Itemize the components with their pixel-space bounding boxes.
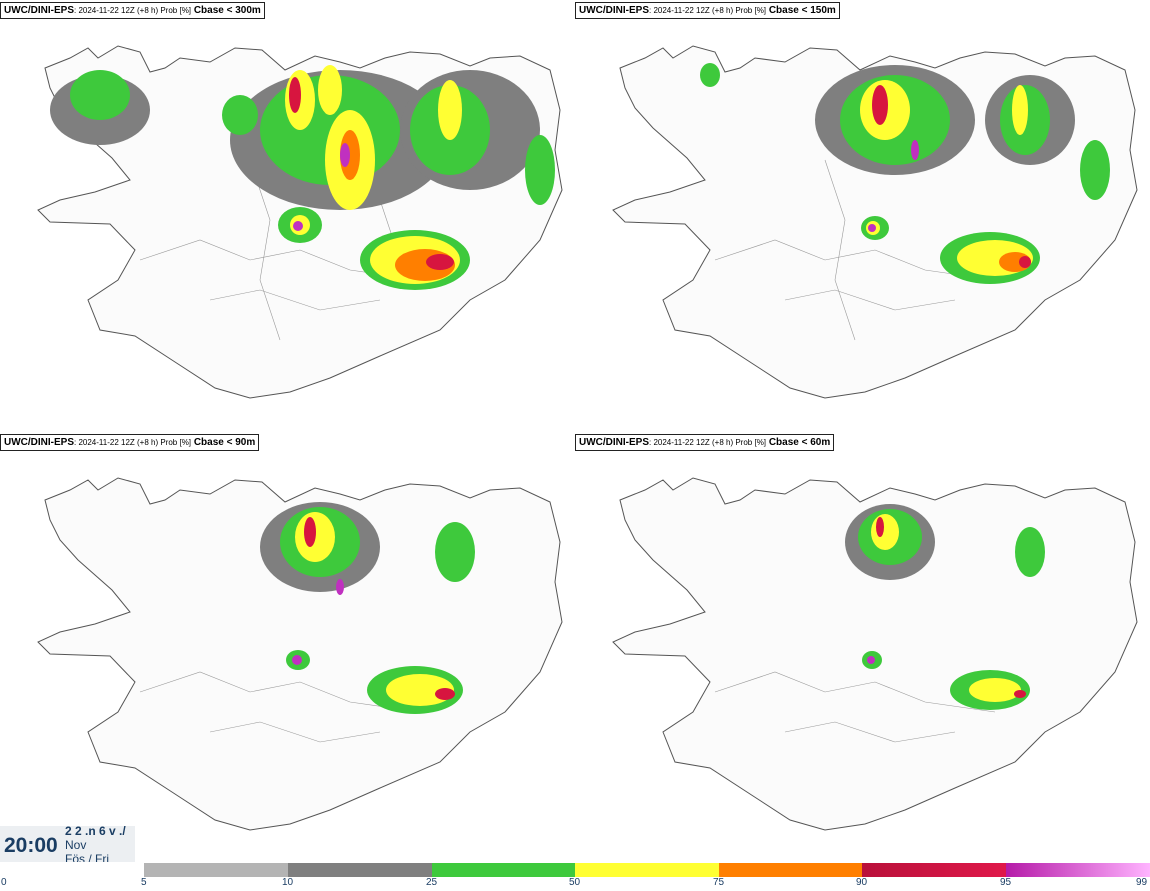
legend-tick: 10 xyxy=(282,877,294,888)
model-name: UWC/DINI-EPS xyxy=(4,5,74,16)
run-info: : 2024-11-22 12Z (+8 h) Prob [%] xyxy=(74,6,192,15)
legend-tick: 25 xyxy=(426,877,438,888)
month-label: Nov xyxy=(65,838,87,852)
model-name: UWC/DINI-EPS xyxy=(579,5,649,16)
legend-band-5-10 xyxy=(144,863,288,877)
threshold-label: Cbase < 150m xyxy=(768,5,836,16)
run-info: : 2024-11-22 12Z (+8 h) Prob [%] xyxy=(649,6,767,15)
legend-tick: 50 xyxy=(569,877,581,888)
iceland-map xyxy=(37,45,563,399)
legend-tick: 99 xyxy=(1136,877,1148,888)
model-name: UWC/DINI-EPS xyxy=(4,437,74,448)
legend-tick: 95 xyxy=(1000,877,1012,888)
legend-band-10-25 xyxy=(288,863,432,877)
panel-title: UWC/DINI-EPS: 2024-11-22 12Z (+8 h) Prob… xyxy=(0,434,260,451)
weekday-label: Fös / Fri xyxy=(65,852,109,862)
threshold-label: Cbase < 90m xyxy=(193,437,256,448)
threshold-label: Cbase < 60m xyxy=(768,437,831,448)
model-name: UWC/DINI-EPS xyxy=(579,437,649,448)
map-panel-90m: UWC/DINI-EPS: 2024-11-22 12Z (+8 h) Prob… xyxy=(0,432,575,862)
iceland-map xyxy=(612,45,1138,399)
date-line: 2 2 .n 6 v ./ xyxy=(65,824,126,838)
legend-tick: 0 xyxy=(1,877,7,888)
panel-title: UWC/DINI-EPS: 2024-11-22 12Z (+8 h) Prob… xyxy=(0,2,265,19)
panel-title: UWC/DINI-EPS: 2024-11-22 12Z (+8 h) Prob… xyxy=(575,2,840,19)
probability-field xyxy=(260,502,475,714)
legend-band-75-90 xyxy=(719,863,862,877)
run-info: : 2024-11-22 12Z (+8 h) Prob [%] xyxy=(74,438,192,447)
threshold-label: Cbase < 300m xyxy=(193,5,261,16)
map-panel-300m: UWC/DINI-EPS: 2024-11-22 12Z (+8 h) Prob… xyxy=(0,0,575,430)
valid-time-box: 20:00 2 2 .n 6 v ./ Nov Fös / Fri xyxy=(0,824,135,862)
probability-field xyxy=(50,65,555,290)
legend-band-50-75 xyxy=(575,863,719,877)
map-panel-150m: UWC/DINI-EPS: 2024-11-22 12Z (+8 h) Prob… xyxy=(575,0,1150,430)
iceland-map xyxy=(37,477,563,831)
panel-title: UWC/DINI-EPS: 2024-11-22 12Z (+8 h) Prob… xyxy=(575,434,835,451)
legend-tick: 5 xyxy=(141,877,147,888)
legend-tick: 90 xyxy=(856,877,868,888)
color-legend: 0 5 10 25 50 75 90 95 99 xyxy=(0,862,1150,891)
iceland-map xyxy=(612,477,1138,831)
probability-field xyxy=(700,63,1110,284)
legend-tick: 75 xyxy=(713,877,725,888)
legend-band-90-95 xyxy=(862,863,1006,877)
legend-band-95-99 xyxy=(1006,863,1150,877)
valid-time: 20:00 xyxy=(4,834,58,857)
run-info: : 2024-11-22 12Z (+8 h) Prob [%] xyxy=(649,438,767,447)
map-panel-60m: UWC/DINI-EPS: 2024-11-22 12Z (+8 h) Prob… xyxy=(575,432,1150,862)
legend-band-25-50 xyxy=(432,863,575,877)
probability-field xyxy=(845,504,1045,710)
